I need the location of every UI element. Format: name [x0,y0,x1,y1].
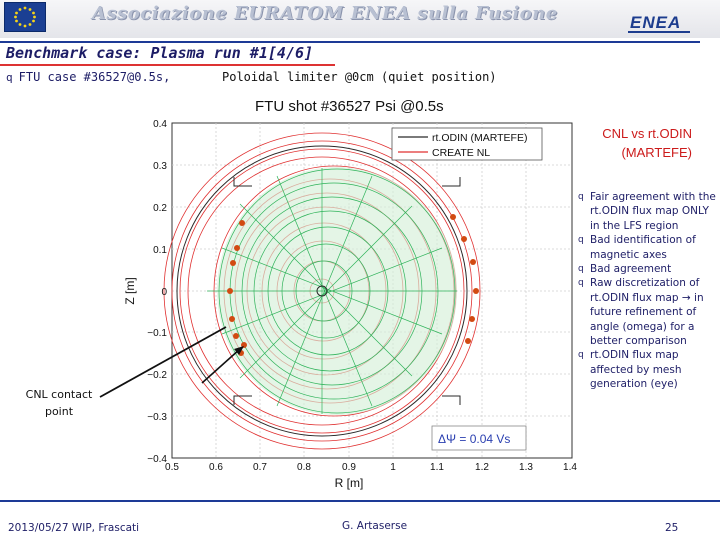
org-name: Associazione EURATOM ENEA sulla Fusione [92,3,558,24]
plot-title: FTU shot #36527 Psi @0.5s [255,98,444,115]
bullet-icon: q [578,264,584,275]
x-tick-label: 0.9 [342,462,356,473]
contact-pointer-overlay [99,326,227,398]
x-tick-label: 1.2 [475,462,489,473]
rtodin-limiter [176,145,468,437]
enea-logo: ENEA [630,13,682,32]
x-tick-labels: 0.5 0.6 0.7 0.8 0.9 1 1.1 1.2 1.3 1.4 [165,462,577,473]
finding-item: q Bad agreement [578,262,718,276]
slide-title: Benchmark case: Plasma run #1[4/6] [6,44,314,62]
finding-text: Bad agreement [590,263,672,276]
subtitle-case: FTU case #36527@0.5s, [18,70,171,84]
footer-author: G. Artaserse [342,520,408,532]
header-divider [0,41,700,43]
cnl-boundary-markers [227,214,479,356]
contact-point-label: CNL contact point [14,386,104,420]
y-tick-label: −0.4 [147,454,167,465]
findings-list: q Fair agreement with the rt.ODIN flux ma… [578,190,718,392]
subtitle-bullet-icon: q [6,71,13,84]
y-tick-label: 0.2 [153,203,167,214]
contact-pointer-line [99,326,227,398]
comparison-title: CNL vs rt.ODIN (MARTEFE) [568,124,692,162]
x-tick-label: 1 [390,462,396,473]
finding-item: q rt.ODIN flux map affected by mesh gener… [578,348,718,391]
delta-psi-box [431,425,527,451]
header-banner [0,0,720,38]
footer-divider [0,500,720,502]
y-tick-label: −0.3 [147,412,167,423]
delta-psi-annotation: ΔΨ = 0.04 Vs [438,432,510,446]
x-tick-label: 0.5 [165,462,179,473]
y-tick-labels: 0.4 0.3 0.2 0.1 0 −0.1 −0.2 −0.3 −0.4 [147,119,167,465]
magnetic-axis-marker [316,285,328,297]
enea-logo-underline [628,31,690,33]
contact-arrowhead [234,346,244,355]
bullet-icon: q [578,350,584,361]
flux-map-plot: rt.ODIN (MARTEFE) CREATE NL ΔΨ = 0.04 Vs… [123,119,577,490]
footer-date-event: 2013/05/27 WIP, Frascati [8,522,140,534]
x-tick-label: 1.4 [563,462,577,473]
contact-arrow [201,348,241,384]
title-underline [0,64,335,66]
y-tick-label: 0.4 [153,119,167,130]
comparison-title-line1: CNL vs rt.ODIN [602,126,692,141]
eu-flag-icon [4,2,46,32]
legend-rtodin-label: rt.ODIN (MARTEFE) [432,132,527,144]
finding-text: Raw discretization of rt.ODIN flux map →… [590,277,704,348]
y-tick-label: 0 [161,287,167,298]
bullet-icon: q [578,192,584,202]
x-tick-label: 0.8 [297,462,311,473]
eu-stars-icon [14,6,36,28]
comparison-title-line2: (MARTEFE) [621,145,692,160]
y-tick-label: −0.1 [147,328,167,339]
y-tick-label: 0.1 [153,245,167,256]
x-tick-label: 0.7 [253,462,267,473]
bullet-icon: q [578,278,584,289]
finding-text: Bad identification of magnetic axes [590,234,696,261]
y-tick-label: −0.2 [147,370,167,381]
plot-legend [391,127,543,161]
finding-text: rt.ODIN flux map affected by mesh genera… [590,349,682,391]
x-tick-label: 1.3 [519,462,533,473]
finding-item: q Bad identification of magnetic axes [578,233,718,262]
y-axis-label: Z [m] [123,277,137,304]
x-tick-label: 0.6 [209,462,223,473]
rtodin-flux-mesh [207,168,457,414]
x-tick-label: 1.1 [430,462,444,473]
bullet-icon: q [578,235,584,246]
legend-create-label: CREATE NL [432,147,490,159]
subtitle-limiter: Poloidal limiter @0cm (quiet position) [222,70,497,84]
finding-text: Fair agreement with the rt.ODIN flux map… [590,191,716,232]
subtitle: q FTU case #36527@0.5s, [6,70,170,84]
y-tick-label: 0.3 [153,161,167,172]
x-axis-label: R [m] [335,476,364,490]
finding-item: q Raw discretization of rt.ODIN flux map … [578,276,718,348]
contact-label-line1: CNL contact [25,388,93,401]
finding-item: q Fair agreement with the rt.ODIN flux ma… [578,190,718,233]
contact-label-line2: point [44,405,74,418]
page-number: 25 [665,522,679,534]
